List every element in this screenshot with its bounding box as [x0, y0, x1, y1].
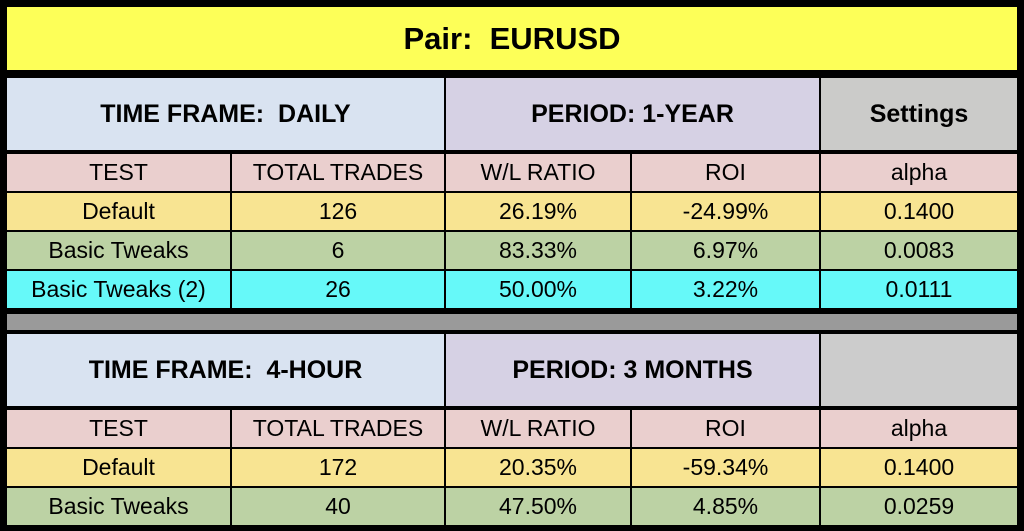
cell-total-trades: 26	[232, 271, 444, 308]
cell-alpha: 0.0259	[821, 488, 1017, 525]
cell-total-trades: 6	[232, 232, 444, 269]
col-header-test: TEST	[7, 410, 230, 447]
settings-header-empty	[821, 334, 1017, 406]
col-header-wl-ratio: W/L RATIO	[446, 154, 630, 191]
cell-roi: 3.22%	[632, 271, 819, 308]
col-header-roi: ROI	[632, 410, 819, 447]
cell-alpha: 0.1400	[821, 449, 1017, 486]
table-row-daily-default: Default 126 26.19% -24.99% 0.1400	[7, 193, 1017, 230]
cell-total-trades: 40	[232, 488, 444, 525]
cell-roi: 6.97%	[632, 232, 819, 269]
cell-wl-ratio: 50.00%	[446, 271, 630, 308]
col-header-roi: ROI	[632, 154, 819, 191]
cell-wl-ratio: 26.19%	[446, 193, 630, 230]
table-row-daily-basic-tweaks-2: Basic Tweaks (2) 26 50.00% 3.22% 0.0111	[7, 271, 1017, 308]
cell-wl-ratio: 47.50%	[446, 488, 630, 525]
cell-test: Default	[7, 193, 230, 230]
section-divider	[7, 314, 1017, 330]
table-daily-column-header-row: TEST TOTAL TRADES W/L RATIO ROI alpha	[7, 154, 1017, 191]
period-1year-header: PERIOD: 1-YEAR	[446, 78, 819, 150]
pair-title: Pair: EURUSD	[7, 7, 1017, 70]
cell-test: Basic Tweaks (2)	[7, 271, 230, 308]
col-header-total-trades: TOTAL TRADES	[232, 410, 444, 447]
timeframe-daily-header: TIME FRAME: DAILY	[7, 78, 444, 150]
cell-alpha: 0.0083	[821, 232, 1017, 269]
cell-wl-ratio: 83.33%	[446, 232, 630, 269]
table-row-daily-basic-tweaks: Basic Tweaks 6 83.33% 6.97% 0.0083	[7, 232, 1017, 269]
cell-roi: -59.34%	[632, 449, 819, 486]
cell-total-trades: 126	[232, 193, 444, 230]
section-header-4hour: TIME FRAME: 4-HOUR PERIOD: 3 MONTHS	[7, 334, 1017, 406]
cell-test: Basic Tweaks	[7, 232, 230, 269]
col-header-wl-ratio: W/L RATIO	[446, 410, 630, 447]
table-4hour: TEST TOTAL TRADES W/L RATIO ROI alpha De…	[7, 410, 1017, 525]
period-3months-header: PERIOD: 3 MONTHS	[446, 334, 819, 406]
timeframe-4hour-header: TIME FRAME: 4-HOUR	[7, 334, 444, 406]
col-header-alpha: alpha	[821, 410, 1017, 447]
cell-alpha: 0.1400	[821, 193, 1017, 230]
cell-roi: -24.99%	[632, 193, 819, 230]
cell-roi: 4.85%	[632, 488, 819, 525]
table-row-4hour-basic-tweaks: Basic Tweaks 40 47.50% 4.85% 0.0259	[7, 488, 1017, 525]
cell-test: Default	[7, 449, 230, 486]
table-daily: TEST TOTAL TRADES W/L RATIO ROI alpha De…	[7, 154, 1017, 308]
settings-header: Settings	[821, 78, 1017, 150]
cell-alpha: 0.0111	[821, 271, 1017, 308]
cell-total-trades: 172	[232, 449, 444, 486]
section-header-daily: TIME FRAME: DAILY PERIOD: 1-YEAR Setting…	[7, 78, 1017, 150]
cell-test: Basic Tweaks	[7, 488, 230, 525]
cell-wl-ratio: 20.35%	[446, 449, 630, 486]
col-header-test: TEST	[7, 154, 230, 191]
col-header-alpha: alpha	[821, 154, 1017, 191]
table-4hour-column-header-row: TEST TOTAL TRADES W/L RATIO ROI alpha	[7, 410, 1017, 447]
table-row-4hour-default: Default 172 20.35% -59.34% 0.1400	[7, 449, 1017, 486]
col-header-total-trades: TOTAL TRADES	[232, 154, 444, 191]
